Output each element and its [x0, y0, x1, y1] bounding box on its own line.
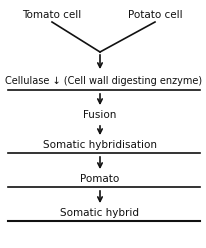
- Text: Potato cell: Potato cell: [127, 10, 181, 20]
- Text: Cellulase ↓ (Cell wall digesting enzyme): Cellulase ↓ (Cell wall digesting enzyme): [5, 76, 202, 86]
- Text: Somatic hybrid: Somatic hybrid: [60, 208, 139, 218]
- Text: Fusion: Fusion: [83, 110, 116, 120]
- Text: Somatic hybridisation: Somatic hybridisation: [43, 140, 156, 150]
- Text: Tomato cell: Tomato cell: [22, 10, 81, 20]
- Text: Pomato: Pomato: [80, 174, 119, 184]
